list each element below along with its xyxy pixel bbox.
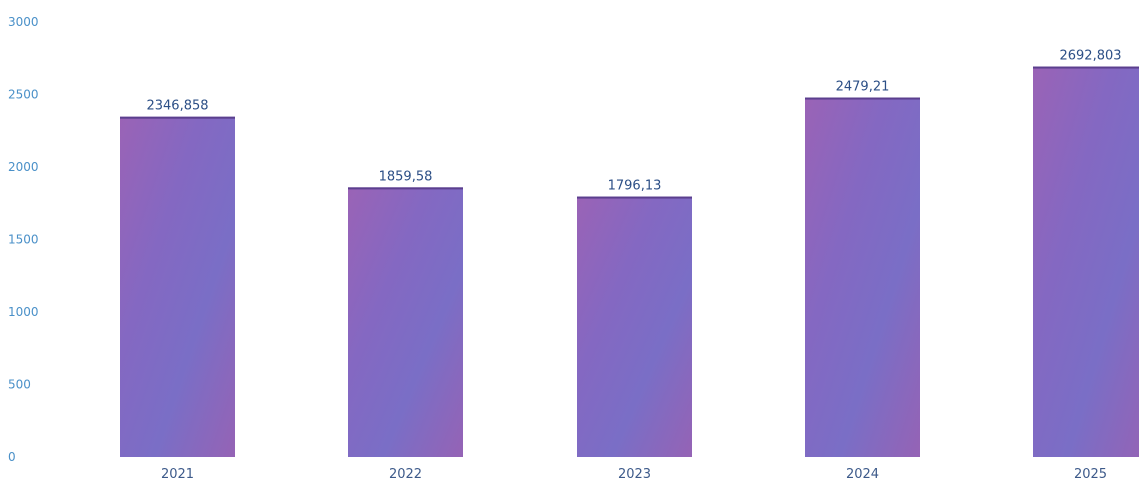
bar-2021 [120,116,235,457]
x-tick-label: 2024 [846,467,879,482]
bar-2025 [1033,66,1139,457]
y-tick-label: 0 [8,450,16,464]
x-axis: 2021 2022 2023 2024 2025 [161,467,1107,482]
data-label: 2479,21 [836,80,890,95]
data-label: 2692,803 [1059,49,1121,64]
bar-top-edge [1033,66,1139,69]
y-tick-label: 2500 [8,88,39,102]
bar-top-edge [120,116,235,119]
y-tick-label: 2000 [8,160,39,174]
bar-2022 [348,187,463,457]
bar-2023 [577,196,692,457]
bar-2024 [805,97,920,457]
y-tick-label: 1500 [8,233,39,247]
x-tick-label: 2023 [618,467,651,482]
data-label: 1859,58 [379,169,433,184]
bars [120,66,1139,457]
y-tick-label: 500 [8,378,31,392]
y-tick-label: 1000 [8,305,39,319]
bar-top-edge [805,97,920,100]
x-tick-label: 2021 [161,467,194,482]
y-tick-label: 3000 [8,15,39,29]
x-tick-label: 2022 [389,467,422,482]
data-label: 1796,13 [608,179,662,194]
y-axis: 0 500 1000 1500 2000 2500 3000 [8,15,39,464]
bar-top-edge [348,187,463,190]
data-labels: 2346,858 1859,58 1796,13 2479,21 2692,803 [146,49,1121,194]
data-label: 2346,858 [146,99,208,114]
bar-top-edge [577,196,692,199]
x-tick-label: 2025 [1074,467,1107,482]
